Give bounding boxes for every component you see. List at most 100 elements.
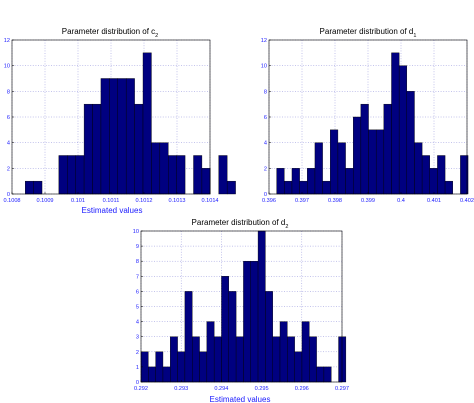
- histogram-c2: Parameter distribution of c2 0.1008 0.100…: [3, 27, 236, 215]
- x-tick-label: 0.295: [255, 386, 269, 392]
- chart-title: Parameter distribution of c2: [62, 27, 158, 39]
- y-tick-label: 1: [136, 365, 139, 371]
- histogram-bar: [159, 142, 169, 195]
- histogram-bar: [155, 351, 164, 383]
- y-tick-label: 6: [136, 289, 139, 295]
- histogram-bar: [322, 180, 331, 195]
- histogram-bar: [398, 65, 408, 195]
- histogram-bar: [235, 336, 244, 383]
- histogram-bar: [75, 155, 85, 195]
- y-tick-label: 4: [136, 320, 139, 326]
- histogram-bar: [201, 168, 211, 195]
- y-tick-label: 8: [264, 89, 267, 95]
- chart-title: Parameter distribution of d2: [192, 218, 289, 230]
- histogram-bar: [142, 52, 152, 195]
- histogram-bar: [360, 103, 369, 195]
- chart-title: Parameter distribution of d1: [320, 27, 417, 39]
- histogram-bar: [437, 155, 446, 195]
- x-tick-label: 0.4: [397, 198, 405, 204]
- y-tick-label: 12: [261, 38, 267, 44]
- y-tick-label: 2: [264, 166, 267, 172]
- histogram-bar: [67, 155, 76, 195]
- y-tick-label: 9: [136, 244, 139, 250]
- histogram-bar: [192, 336, 200, 383]
- histogram-bar: [291, 168, 300, 195]
- y-tick-label: 12: [4, 38, 10, 44]
- histogram-bar: [307, 168, 316, 195]
- histogram-bar: [199, 351, 208, 383]
- histogram-bar: [272, 336, 281, 383]
- x-tick-label: 0.1011: [103, 198, 120, 204]
- histogram-bar: [193, 155, 203, 195]
- y-tick-label: 6: [7, 115, 10, 121]
- y-tick-label: 2: [136, 350, 139, 356]
- histogram-bar: [368, 129, 377, 195]
- histogram-bar: [213, 336, 222, 383]
- x-tick-label: 0.1014: [201, 198, 218, 204]
- x-tick-label: 0.1012: [135, 198, 152, 204]
- histogram-bar: [353, 116, 362, 195]
- y-tick-label: 8: [136, 259, 139, 265]
- y-tick-label: 2: [7, 166, 10, 172]
- histogram-bar: [125, 78, 135, 195]
- x-tick-label: 0.1009: [36, 198, 53, 204]
- x-tick-label: 0.1013: [168, 198, 185, 204]
- y-tick-label: 10: [4, 64, 10, 70]
- histogram-bar: [243, 261, 251, 383]
- histogram-bar: [33, 180, 43, 195]
- histogram-bar: [177, 351, 186, 383]
- histogram-d1: Parameter distribution of d1 0.396 0.397 0…: [261, 27, 474, 204]
- histogram-bar: [83, 103, 93, 195]
- histogram-bar: [257, 230, 266, 383]
- histogram-bar: [218, 155, 228, 195]
- histogram-d2: Parameter distribution of d2 0.292 0.293 0…: [133, 218, 349, 403]
- histogram-bar: [176, 155, 186, 195]
- x-tick-label: 0.293: [174, 386, 188, 392]
- histogram-bar: [391, 52, 400, 195]
- y-tick-label: 6: [264, 115, 267, 121]
- histogram-bar: [337, 142, 346, 195]
- histogram-bar: [421, 155, 430, 195]
- x-tick-label: 0.294: [214, 386, 228, 392]
- histogram-bar: [265, 291, 273, 383]
- histogram-bar: [226, 180, 236, 195]
- histogram-bar: [221, 276, 229, 383]
- x-tick-label: 0.296: [295, 386, 309, 392]
- histogram-bar: [383, 103, 392, 195]
- x-tick-label: 0.297: [335, 386, 349, 392]
- histogram-bar: [151, 142, 161, 195]
- histogram-bar: [117, 78, 127, 195]
- y-tick-label: 10: [133, 229, 139, 235]
- x-tick-label: 0.401: [427, 198, 441, 204]
- x-tick-label: 0.1008: [3, 198, 20, 204]
- y-tick-label: 0: [136, 380, 139, 386]
- histogram-bar: [323, 366, 332, 383]
- x-axis-label: Estimated values: [210, 395, 271, 403]
- histogram-bar: [100, 78, 110, 195]
- histogram-bar: [375, 129, 385, 195]
- histogram-bar: [444, 180, 453, 195]
- histogram-bar: [109, 78, 118, 195]
- histogram-bar: [301, 321, 310, 383]
- x-tick-label: 0.396: [262, 198, 276, 204]
- y-tick-label: 0: [7, 192, 10, 198]
- histogram-bar: [287, 336, 295, 383]
- x-tick-label: 0.101: [71, 198, 85, 204]
- histogram-bar: [314, 142, 323, 195]
- x-tick-label: 0.398: [328, 198, 342, 204]
- histogram-bar: [299, 180, 308, 195]
- x-axis-label: Estimated values: [82, 206, 143, 215]
- histogram-bar: [92, 103, 102, 195]
- histogram-bar: [406, 91, 415, 195]
- x-tick-label: 0.292: [134, 386, 148, 392]
- histogram-bar: [294, 351, 303, 383]
- histogram-bar: [345, 168, 354, 195]
- histogram-bar: [162, 366, 171, 383]
- histogram-bar: [279, 321, 288, 383]
- x-tick-label: 0.402: [460, 198, 474, 204]
- histogram-bar: [330, 129, 339, 195]
- y-tick-label: 4: [264, 141, 267, 147]
- x-tick-label: 0.399: [361, 198, 375, 204]
- histogram-bar: [414, 142, 423, 195]
